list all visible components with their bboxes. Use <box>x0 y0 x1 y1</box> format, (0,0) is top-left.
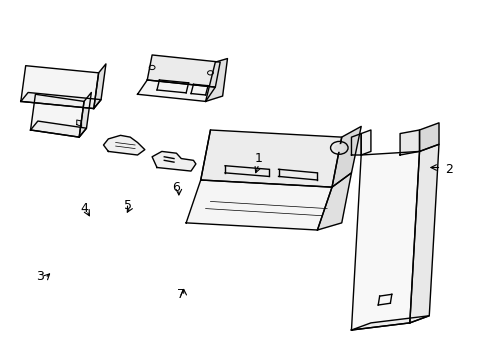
Polygon shape <box>147 55 220 87</box>
Polygon shape <box>30 121 86 137</box>
Text: 3: 3 <box>36 270 44 283</box>
Text: 4: 4 <box>80 202 88 215</box>
Text: 5: 5 <box>123 198 132 212</box>
Polygon shape <box>317 173 351 230</box>
Polygon shape <box>351 134 361 155</box>
Polygon shape <box>351 152 419 330</box>
Text: 1: 1 <box>255 152 263 165</box>
Polygon shape <box>21 93 101 109</box>
Polygon shape <box>30 94 84 137</box>
Polygon shape <box>331 126 361 187</box>
Polygon shape <box>351 316 428 330</box>
Polygon shape <box>361 130 370 155</box>
Polygon shape <box>77 120 81 126</box>
Text: 6: 6 <box>172 181 180 194</box>
Polygon shape <box>399 130 419 155</box>
Polygon shape <box>94 64 106 109</box>
Polygon shape <box>137 80 215 102</box>
Circle shape <box>334 144 344 152</box>
Text: 2: 2 <box>444 163 452 176</box>
Polygon shape <box>409 144 438 323</box>
Polygon shape <box>152 152 196 171</box>
Text: 7: 7 <box>177 288 185 301</box>
Polygon shape <box>201 130 341 187</box>
Polygon shape <box>21 66 99 109</box>
Polygon shape <box>186 180 331 230</box>
Polygon shape <box>79 93 91 137</box>
Polygon shape <box>103 135 144 155</box>
Polygon shape <box>205 59 227 102</box>
Polygon shape <box>419 123 438 152</box>
